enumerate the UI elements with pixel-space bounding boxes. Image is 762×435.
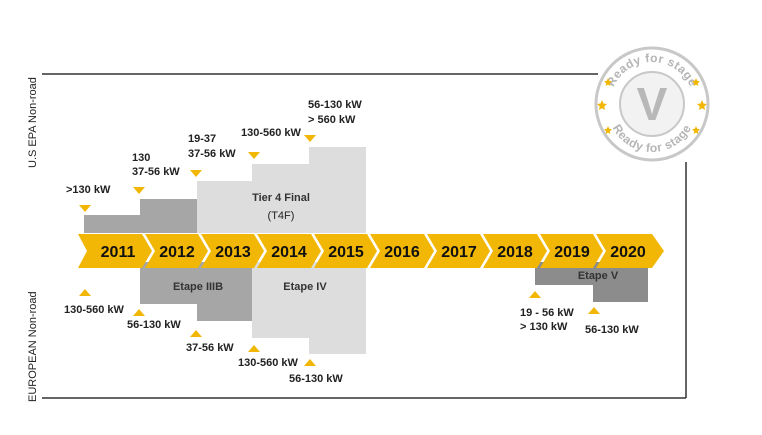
eu-label-2015: 56-130 kW — [289, 373, 343, 385]
etape5-label: Etape V — [578, 270, 619, 282]
badge-star-icon — [604, 126, 612, 134]
year-chevron-2014 — [257, 234, 321, 268]
eu-block-etape4-2014 — [252, 262, 310, 338]
eu-side-label: EUROPEAN Non-road — [27, 291, 39, 402]
badge-center-v: V — [637, 78, 668, 130]
us-label-2012-line1: 130 — [132, 152, 150, 164]
year-label: 2019 — [554, 244, 590, 261]
year-label: 2018 — [497, 244, 533, 261]
badge-star-icon — [697, 100, 707, 110]
eu-label-2014: 130-560 kW — [238, 357, 299, 369]
eu-block-etape5-2020 — [593, 262, 648, 302]
us-label-2012-line2: 37-56 kW — [132, 166, 180, 178]
badge-star-icon — [692, 78, 700, 86]
eu-marker-2019 — [529, 291, 541, 298]
us-label-2014: 130-560 kW — [241, 127, 302, 139]
year-label: 2012 — [159, 244, 195, 261]
eu-label-2019-line1: 19 - 56 kW — [520, 307, 574, 319]
eu-block-etape4-2015 — [309, 262, 366, 354]
year-chevron-2020 — [596, 234, 664, 268]
us-marker-2015 — [304, 135, 316, 142]
eu-marker-2014 — [248, 345, 260, 352]
badge-star-icon — [604, 78, 612, 86]
tier4-subtitle: (T4F) — [268, 210, 295, 222]
badge-stars — [597, 78, 707, 134]
us-marker-2012 — [133, 187, 145, 194]
eu-label-2019-line2: > 130 kW — [520, 321, 568, 333]
etape4-label: Etape IV — [283, 281, 327, 293]
eu-marker-2011 — [79, 289, 91, 296]
etape3b-label: Etape IIIB — [173, 281, 223, 293]
year-labels: 2011 2012 2013 2014 2015 2016 2017 2018 … — [101, 244, 646, 261]
eu-marker-2013 — [190, 330, 202, 337]
us-label-2015-line1: 56-130 kW — [308, 99, 362, 111]
year-chevron-2012 — [145, 234, 208, 268]
year-chevron-2016 — [370, 234, 434, 268]
year-label: 2014 — [271, 244, 307, 261]
year-label: 2011 — [101, 244, 136, 261]
us-label-2013-line2: 37-56 kW — [188, 148, 236, 160]
epa-block-t4f-2015 — [309, 147, 366, 233]
year-label: 2017 — [441, 244, 477, 261]
epa-block-2011 — [84, 215, 142, 233]
ready-for-stage-v-badge: Ready for stage Ready for stage V — [594, 46, 710, 162]
us-marker-2013 — [190, 170, 202, 177]
year-label: 2015 — [328, 244, 364, 261]
us-side-label: U.S EPA Non-road — [27, 77, 39, 168]
eu-label-2020: 56-130 kW — [585, 324, 639, 336]
badge-star-icon — [692, 126, 700, 134]
badge-inner-ring — [619, 71, 685, 137]
year-chevron-2018 — [483, 234, 547, 268]
epa-block-2012 — [140, 199, 198, 233]
year-label: 2020 — [610, 244, 646, 261]
year-chevron-2013 — [201, 234, 264, 268]
epa-block-t4f-2013 — [197, 181, 253, 233]
eu-marker-2015 — [304, 359, 316, 366]
us-label-2015-line2: > 560 kW — [308, 114, 356, 126]
year-chevron-2011 — [78, 234, 152, 268]
us-label-2011: >130 kW — [66, 184, 111, 196]
eu-block-etape3b-2013 — [197, 262, 253, 321]
us-marker-2014 — [248, 152, 260, 159]
eu-marker-2012 — [133, 309, 145, 316]
eu-label-2013: 37-56 kW — [186, 342, 234, 354]
year-chevron-2019 — [540, 234, 603, 268]
eu-marker-2020 — [588, 307, 600, 314]
eu-block-etape3b-2012 — [140, 262, 198, 304]
eu-label-2011: 130-560 kW — [64, 304, 125, 316]
us-marker-2011 — [79, 205, 91, 212]
eu-label-2012: 56-130 kW — [127, 319, 181, 331]
year-chevron-2015 — [314, 234, 377, 268]
year-chevron-2017 — [427, 234, 490, 268]
us-label-2013-line1: 19-37 — [188, 133, 216, 145]
year-arrow-band — [78, 234, 664, 268]
year-label: 2016 — [384, 244, 420, 261]
badge-star-icon — [597, 100, 607, 110]
epa-block-t4f-2014 — [252, 164, 310, 233]
tier4-title: Tier 4 Final — [252, 192, 310, 204]
year-label: 2013 — [215, 244, 251, 261]
